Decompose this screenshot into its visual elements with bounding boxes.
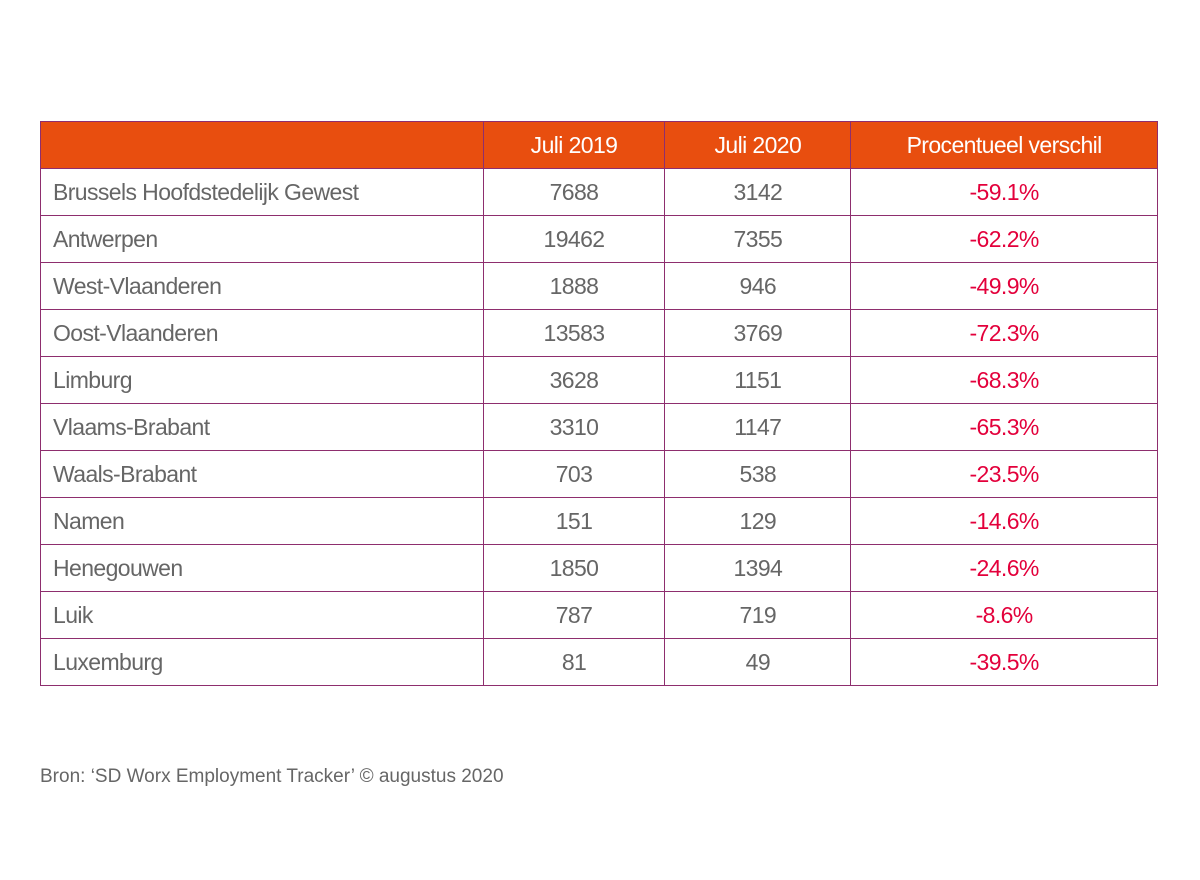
juli-2020-cell: 719 [664, 591, 852, 639]
juli-2020-cell: 1147 [664, 403, 852, 451]
juli-2020-cell: 946 [664, 262, 852, 310]
region-cell: Henegouwen [40, 544, 484, 592]
juli-2020-cell: 1394 [664, 544, 852, 592]
column-header: Procentueel verschil [850, 121, 1158, 169]
juli-2020-cell: 1151 [664, 356, 852, 404]
juli-2020-cell: 3142 [664, 168, 852, 216]
region-cell: Waals-Brabant [40, 450, 484, 498]
juli-2019-cell: 3310 [482, 403, 666, 451]
region-cell: Brussels Hoofdstedelijk Gewest [40, 168, 484, 216]
region-cell: Oost-Vlaanderen [40, 309, 484, 357]
percent-diff-cell: -72.3% [850, 309, 1158, 357]
column-header [40, 121, 484, 169]
juli-2019-cell: 703 [482, 450, 666, 498]
table-row: Waals-Brabant 703 538 -23.5% [40, 450, 1158, 498]
table-row: Oost-Vlaanderen 13583 3769 -72.3% [40, 309, 1158, 357]
percent-diff-cell: -68.3% [850, 356, 1158, 404]
column-header: Juli 2020 [664, 121, 852, 169]
percent-diff-cell: -24.6% [850, 544, 1158, 592]
table-row: Brussels Hoofdstedelijk Gewest 7688 3142 -5… [40, 168, 1158, 216]
juli-2019-cell: 787 [482, 591, 666, 639]
juli-2019-cell: 1888 [482, 262, 666, 310]
table-row: Namen 151 129 -14.6% [40, 497, 1158, 545]
region-cell: Luik [40, 591, 484, 639]
region-cell: Vlaams-Brabant [40, 403, 484, 451]
table-row: Antwerpen 19462 7355 -62.2% [40, 215, 1158, 263]
header-row: Juli 2019 Juli 2020 Procentueel verschil [40, 121, 1158, 169]
table-row: Luxemburg 81 49 -39.5% [40, 638, 1158, 686]
table-row: West-Vlaanderen 1888 946 -49.9% [40, 262, 1158, 310]
region-cell: West-Vlaanderen [40, 262, 484, 310]
percent-diff-cell: -49.9% [850, 262, 1158, 310]
percent-diff-cell: -8.6% [850, 591, 1158, 639]
juli-2019-cell: 81 [482, 638, 666, 686]
source-note: Bron: ‘SD Worx Employment Tracker’ © aug… [40, 766, 504, 787]
column-header: Juli 2019 [482, 121, 666, 169]
table-row: Limburg 3628 1151 -68.3% [40, 356, 1158, 404]
table-row: Henegouwen 1850 1394 -24.6% [40, 544, 1158, 592]
juli-2020-cell: 49 [664, 638, 852, 686]
juli-2020-cell: 538 [664, 450, 852, 498]
juli-2020-cell: 7355 [664, 215, 852, 263]
juli-2019-cell: 13583 [482, 309, 666, 357]
juli-2019-cell: 19462 [482, 215, 666, 263]
percent-diff-cell: -62.2% [850, 215, 1158, 263]
percent-diff-cell: -23.5% [850, 450, 1158, 498]
region-cell: Luxemburg [40, 638, 484, 686]
data-table: Juli 2019 Juli 2020 Procentueel verschil B… [40, 121, 1158, 686]
region-cell: Limburg [40, 356, 484, 404]
percent-diff-cell: -39.5% [850, 638, 1158, 686]
region-cell: Antwerpen [40, 215, 484, 263]
juli-2020-cell: 129 [664, 497, 852, 545]
juli-2020-cell: 3769 [664, 309, 852, 357]
juli-2019-cell: 3628 [482, 356, 666, 404]
region-cell: Namen [40, 497, 484, 545]
juli-2019-cell: 1850 [482, 544, 666, 592]
juli-2019-cell: 151 [482, 497, 666, 545]
percent-diff-cell: -14.6% [850, 497, 1158, 545]
table-row: Vlaams-Brabant 3310 1147 -65.3% [40, 403, 1158, 451]
percent-diff-cell: -65.3% [850, 403, 1158, 451]
table-row: Luik 787 719 -8.6% [40, 591, 1158, 639]
juli-2019-cell: 7688 [482, 168, 666, 216]
percent-diff-cell: -59.1% [850, 168, 1158, 216]
